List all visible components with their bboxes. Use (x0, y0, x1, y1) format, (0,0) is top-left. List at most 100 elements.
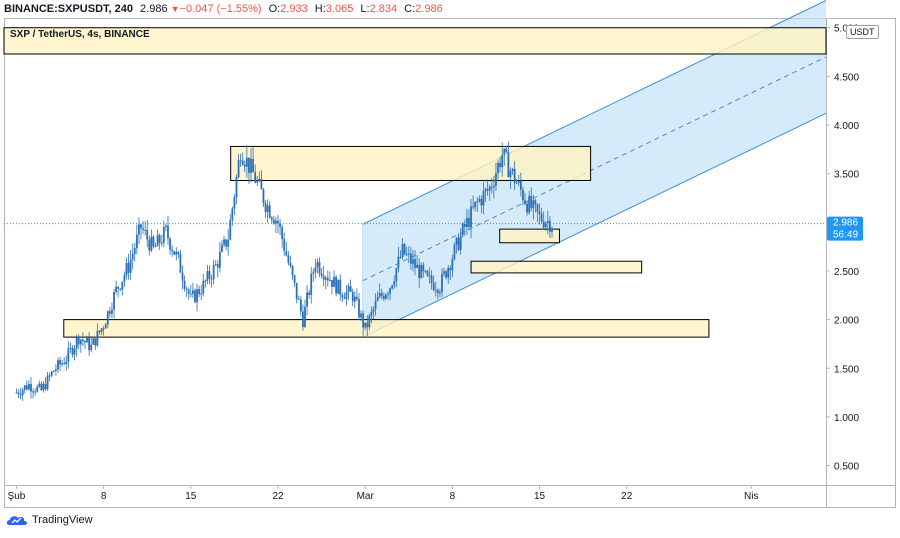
candle-body (218, 251, 221, 268)
candle-body (459, 235, 462, 250)
candle-body (397, 256, 400, 269)
tradingview-logo[interactable]: TradingView (6, 514, 93, 526)
candle-body (28, 384, 30, 390)
candle-body (187, 289, 190, 294)
candle-body (499, 162, 502, 168)
y-tick-label: 3.500 (834, 170, 859, 181)
candle-body (505, 148, 508, 152)
candle-body (310, 273, 313, 295)
candle-body (67, 348, 70, 362)
candle-body (154, 246, 157, 248)
candle-body (235, 177, 238, 198)
candle-body (492, 185, 495, 188)
candle-body (455, 237, 458, 245)
candle-body (260, 178, 263, 190)
candle-body (353, 296, 356, 302)
candle-body (94, 338, 97, 346)
candle-body (19, 394, 22, 396)
candle-body (395, 268, 398, 282)
candle-body (387, 293, 389, 295)
candle-body (117, 286, 120, 289)
candle-body (111, 309, 113, 314)
candle-body (148, 239, 151, 251)
x-tick-label: 22 (621, 491, 633, 502)
low-label: L: (360, 3, 370, 15)
candle-body (212, 265, 215, 280)
candle-body (135, 234, 138, 249)
candle-body (436, 290, 439, 294)
candle-body (169, 238, 171, 250)
candle-body (21, 389, 24, 396)
candle-body (542, 221, 545, 228)
candle-body (486, 189, 489, 191)
candle-body (295, 282, 298, 299)
candle-body (403, 243, 406, 255)
candle-body (150, 236, 153, 251)
candle-body (79, 339, 82, 345)
candle-body (162, 227, 165, 243)
candle-body (519, 180, 522, 190)
candle-body (428, 275, 431, 277)
regression-channel[interactable] (362, 0, 827, 338)
candle-body (264, 203, 267, 212)
support-resistance-zones[interactable] (3, 27, 827, 338)
candle-body (245, 157, 248, 167)
y-tick-label: 4.000 (834, 121, 859, 132)
candle-body (331, 280, 333, 287)
candle-body (237, 160, 240, 178)
candle-body (71, 347, 74, 355)
close-label: C: (404, 3, 416, 15)
candle-body (88, 337, 91, 351)
candle-body (289, 262, 292, 267)
candle-body (125, 263, 128, 276)
candle-body (544, 223, 547, 228)
candle-body (439, 291, 441, 294)
candle-body (304, 306, 306, 328)
down-arrow-icon: ▼ (170, 4, 180, 14)
candle-body (546, 221, 549, 224)
candle-body (44, 383, 47, 390)
candle-body (538, 211, 541, 214)
candle-body (549, 221, 551, 232)
candle-body (223, 239, 225, 245)
candle-body (476, 201, 479, 203)
candle-body (104, 324, 107, 329)
open-value: 2.933 (280, 3, 308, 15)
candle-body (123, 275, 126, 282)
candle-body (343, 297, 346, 299)
low-value: 2.834 (369, 3, 398, 15)
chart-pane-border (4, 18, 896, 508)
candle-body (368, 315, 371, 328)
candle-body (189, 293, 192, 295)
candle-body (268, 205, 271, 218)
candle-body (256, 180, 259, 183)
candle-body (262, 189, 265, 204)
candle-body (482, 191, 485, 206)
candle-body (517, 180, 520, 183)
candle-body (434, 289, 437, 291)
candle-body (291, 266, 294, 276)
candle-body (250, 158, 252, 173)
candle-body (98, 330, 101, 333)
candle-body (140, 224, 142, 229)
candle-body (328, 280, 331, 282)
candle-body (509, 171, 512, 178)
candle-body (409, 253, 412, 264)
y-tick-label: 4.500 (834, 72, 859, 83)
candle-body (121, 281, 124, 290)
candle-body (391, 285, 394, 289)
candle-body (100, 328, 103, 333)
candle-body (194, 290, 196, 303)
symbol-name: BINANCE:SXPUSDT, 240 (4, 3, 133, 15)
x-tick-label: 8 (101, 491, 107, 502)
candle-body (401, 243, 404, 258)
candle-body (241, 160, 244, 165)
candle-body (372, 308, 375, 312)
candle-body (416, 264, 418, 268)
candle-body (160, 242, 163, 244)
price-axis[interactable]: 5.0004.5004.0003.5003.0002.5002.0001.500… (826, 24, 859, 473)
time-axis[interactable]: Şub 8 15 22 Mar 8 15 22 Nis (8, 485, 759, 502)
currency-badge[interactable]: USDT (846, 25, 879, 39)
candle-body (225, 239, 228, 247)
